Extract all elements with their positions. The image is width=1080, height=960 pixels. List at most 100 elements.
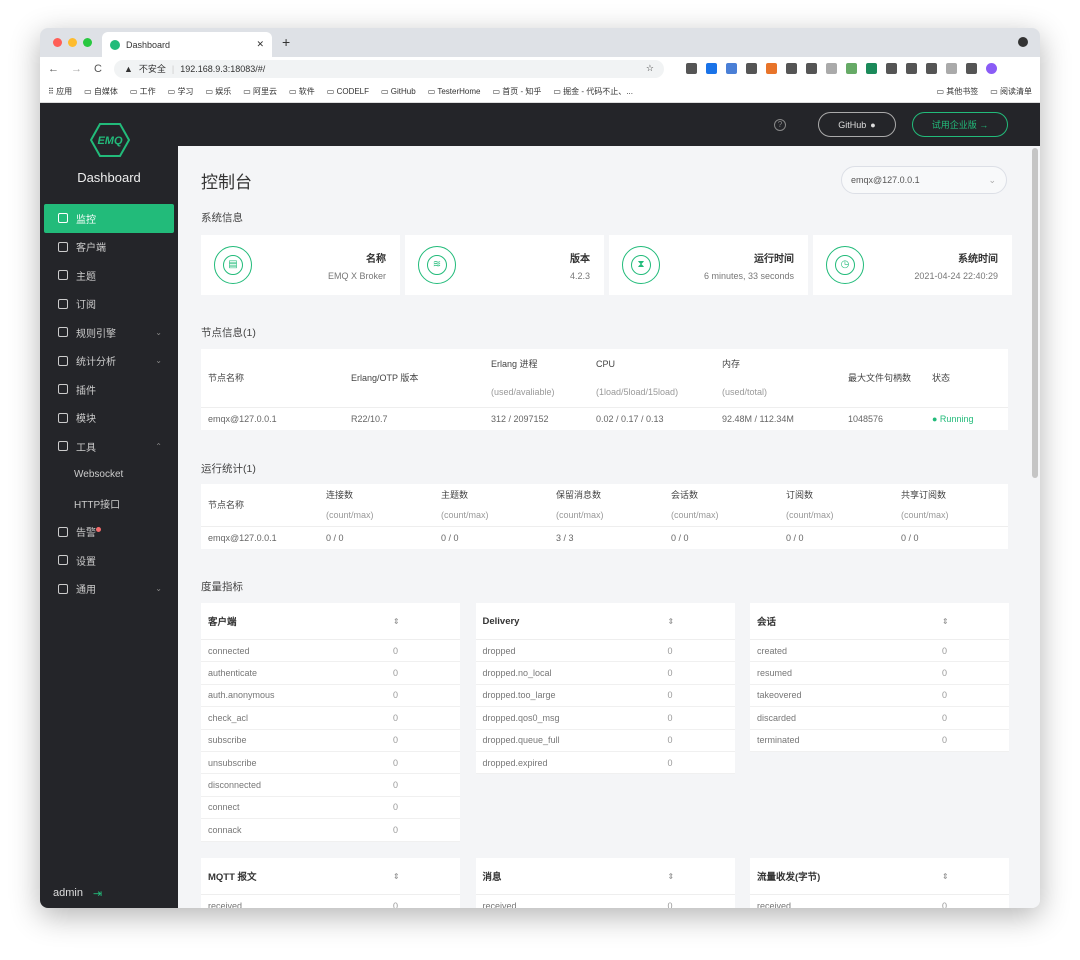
extension-icon[interactable] — [785, 63, 797, 74]
puzzle-icon[interactable] — [965, 63, 977, 74]
sidebar-item-label: 插件 — [76, 385, 96, 397]
metrics-table-header: MQTT 报文 ⇕ — [201, 858, 460, 895]
bookmark[interactable]: ▭ GitHub — [381, 87, 416, 96]
sort-icon[interactable]: ⇕ — [942, 616, 949, 626]
card-value: EMQ X Broker — [327, 271, 386, 281]
github-button[interactable]: GitHub ● — [818, 112, 896, 137]
sidebar-item[interactable]: 统计分析 ⌄ — [44, 347, 174, 376]
bookmark[interactable]: ⠿ 应用 — [48, 86, 72, 97]
metric-value: 0 — [393, 802, 399, 813]
node-select[interactable]: emqx@127.0.0.1 ⌄ — [841, 166, 1007, 194]
back-icon[interactable]: ← — [48, 62, 59, 75]
metrics-table-title: Delivery — [482, 615, 520, 627]
dashboard-app: EMQ Dashboard 监控 客户端 主题 订阅 规则引擎 ⌄ 统计分析 ⌄ 插件 模块 工具 ⌃… — [40, 103, 1040, 908]
bookmark[interactable]: ▭ 娱乐 — [205, 86, 231, 97]
sidebar-item[interactable]: 设置 — [44, 546, 174, 575]
extension-icon[interactable] — [685, 63, 697, 74]
topics-icon — [58, 270, 68, 281]
extension-icon[interactable] — [725, 63, 737, 74]
column-subheader: (count/max) — [441, 510, 489, 521]
url-field[interactable]: ▲ 不安全 | 192.168.9.3:18083/#/☆ — [113, 59, 664, 78]
sidebar-item[interactable]: 主题 — [44, 261, 174, 290]
tab-title: Dashboard — [126, 39, 171, 50]
bookmark-label: 工作 — [139, 86, 156, 96]
metrics-row: authenticate 0 — [201, 662, 460, 685]
table-header-row: (count/max) (count/max) (count/max) (count/… — [201, 505, 1008, 526]
scrollbar[interactable] — [1030, 146, 1040, 908]
sidebar-item[interactable]: 通用 ⌄ — [44, 575, 174, 604]
extension-icon[interactable] — [885, 63, 897, 74]
profile-menu-icon[interactable] — [1018, 37, 1028, 47]
scrollbar-thumb[interactable] — [1032, 148, 1038, 478]
sidebar-item[interactable]: 模块 — [44, 404, 174, 433]
column-header: 最大文件句柄数 — [848, 373, 912, 384]
sidebar-item[interactable]: Websocket — [44, 461, 174, 490]
card-value: 2021-04-24 22:40:29 — [914, 271, 998, 281]
bookmark[interactable]: ▭ 其他书签 — [936, 86, 978, 97]
bookmark[interactable]: ▭ 工作 — [130, 86, 156, 97]
new-tab-button[interactable]: + — [282, 34, 291, 50]
metric-name: dropped.queue_full — [482, 735, 560, 746]
trial-enterprise-button[interactable]: 试用企业版 → — [912, 112, 1008, 137]
sort-icon[interactable]: ⇕ — [667, 616, 675, 626]
bookmark[interactable]: ▭ CODELF — [327, 87, 369, 96]
browser-tab[interactable]: Dashboard ✕ — [102, 32, 272, 57]
extension-icon[interactable] — [925, 63, 937, 74]
metrics-row: dropped.queue_full 0 — [475, 730, 735, 752]
minimize-window-button[interactable] — [68, 38, 77, 47]
close-window-button[interactable] — [53, 38, 62, 47]
table-cell: 1048576 — [841, 406, 925, 430]
bookmark[interactable]: ▭ 学习 — [168, 86, 194, 97]
avatar[interactable] — [985, 63, 997, 74]
bookmark[interactable]: ▭ 自媒体 — [84, 86, 118, 97]
bookmark[interactable]: ▭ TesterHome — [428, 87, 481, 96]
metrics-table-title: 客户端 — [208, 617, 237, 628]
sidebar-item[interactable]: 监控 — [44, 204, 174, 233]
extension-icon[interactable] — [745, 63, 757, 74]
forward-icon[interactable]: → — [71, 62, 82, 75]
extension-icon[interactable] — [865, 63, 877, 74]
bookmark-label: 其他书签 — [946, 86, 979, 96]
bookmark[interactable]: ▭ 软件 — [289, 86, 315, 97]
bookmark[interactable]: ▭ 阅读清单 — [990, 86, 1032, 97]
sort-icon[interactable]: ⇕ — [667, 871, 675, 881]
sidebar-item[interactable]: 客户端 — [44, 233, 174, 262]
bookmark[interactable]: ▭ 掘金 - 代码不止、... — [553, 86, 633, 97]
logout-icon[interactable]: ⇥ — [92, 888, 103, 900]
metric-value: 0 — [942, 712, 948, 723]
sidebar-menu: 监控 客户端 主题 订阅 规则引擎 ⌄ 统计分析 ⌄ 插件模块 工具 ⌃ Websocket HTTP接… — [44, 204, 174, 603]
close-tab-icon[interactable]: ✕ — [256, 39, 264, 49]
extension-icon[interactable] — [805, 63, 817, 74]
extension-icon[interactable] — [945, 63, 957, 74]
sidebar-item[interactable]: HTTP接口 — [44, 489, 174, 518]
star-icon[interactable]: ☆ — [645, 63, 654, 73]
card-value: 6 minutes, 33 seconds — [703, 271, 794, 281]
extension-icon[interactable] — [905, 63, 917, 74]
file-icon: ▤ — [214, 246, 252, 284]
metric-value: 0 — [667, 645, 673, 656]
column-header: 状态 — [932, 373, 951, 384]
extension-icon[interactable] — [765, 63, 777, 74]
maximize-window-button[interactable] — [83, 38, 92, 47]
bookmark[interactable]: ▭ 首页 - 知乎 — [492, 86, 541, 97]
sidebar-item[interactable]: 订阅 — [44, 290, 174, 319]
sort-icon[interactable]: ⇕ — [393, 616, 400, 626]
sort-icon[interactable]: ⇕ — [393, 871, 400, 881]
extension-icon[interactable] — [705, 63, 717, 74]
metrics-table: 会话 ⇕ created 0 resumed 0 takeovered 0 discarded 0… — [750, 603, 1009, 752]
help-icon[interactable]: ? — [774, 119, 786, 131]
extension-icon[interactable] — [845, 63, 857, 74]
folder-icon: ▭ — [243, 86, 253, 96]
sidebar: EMQ Dashboard 监控 客户端 主题 订阅 规则引擎 ⌄ 统计分析 ⌄ 插件 模块 工具 ⌃… — [40, 103, 178, 908]
metric-value: 0 — [393, 668, 399, 679]
sidebar-item[interactable]: 告警 — [44, 518, 174, 547]
sidebar-item[interactable]: 工具 ⌃ — [44, 432, 174, 461]
column-subheader: (1load/5load/15load) — [596, 387, 679, 398]
sort-icon[interactable]: ⇕ — [942, 871, 949, 881]
sidebar-item[interactable]: 插件 — [44, 375, 174, 404]
bookmark[interactable]: ▭ 阿里云 — [243, 86, 277, 97]
sidebar-item[interactable]: 规则引擎 ⌄ — [44, 318, 174, 347]
reload-icon[interactable]: C — [94, 62, 102, 75]
extension-icon[interactable] — [825, 63, 837, 74]
metrics-title: 度量指标 — [201, 581, 243, 593]
